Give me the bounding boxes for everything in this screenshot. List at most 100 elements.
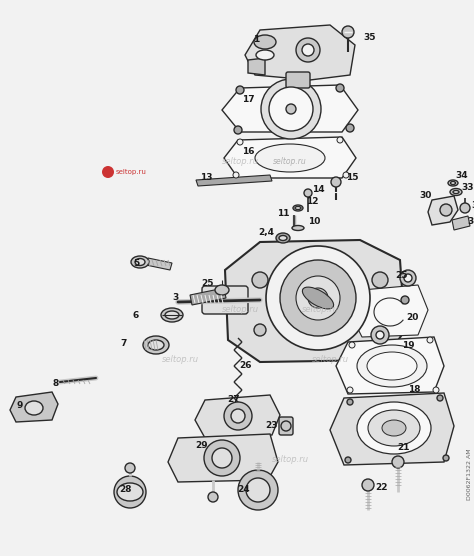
Circle shape xyxy=(261,79,321,139)
Text: 16: 16 xyxy=(242,147,254,156)
Text: 8: 8 xyxy=(53,380,59,389)
Circle shape xyxy=(302,44,314,56)
Circle shape xyxy=(296,276,340,320)
Circle shape xyxy=(336,84,344,92)
Circle shape xyxy=(437,395,443,401)
Circle shape xyxy=(125,463,135,473)
Circle shape xyxy=(224,402,252,430)
Text: 3: 3 xyxy=(173,294,179,302)
Polygon shape xyxy=(168,434,278,482)
Circle shape xyxy=(346,124,354,132)
Text: 17: 17 xyxy=(242,96,255,105)
Circle shape xyxy=(237,139,243,145)
Circle shape xyxy=(331,177,341,187)
Text: 2,4: 2,4 xyxy=(258,227,274,236)
Ellipse shape xyxy=(279,236,287,241)
Text: 18: 18 xyxy=(408,385,420,395)
Ellipse shape xyxy=(143,336,169,354)
Circle shape xyxy=(371,326,389,344)
Text: 31: 31 xyxy=(468,217,474,226)
Text: 28: 28 xyxy=(120,485,132,494)
Circle shape xyxy=(401,296,409,304)
Text: 24: 24 xyxy=(237,485,250,494)
Text: seltop.ru: seltop.ru xyxy=(162,355,199,365)
Circle shape xyxy=(204,440,240,476)
Text: D0062F1322 AM: D0062F1322 AM xyxy=(467,448,472,500)
Circle shape xyxy=(231,409,245,423)
Circle shape xyxy=(252,272,268,288)
Circle shape xyxy=(281,421,291,431)
Circle shape xyxy=(254,324,266,336)
Text: seltop.ru: seltop.ru xyxy=(311,355,348,365)
Circle shape xyxy=(347,387,353,393)
Circle shape xyxy=(372,272,388,288)
Text: 14: 14 xyxy=(312,186,324,195)
Circle shape xyxy=(349,342,355,348)
Ellipse shape xyxy=(295,206,301,210)
FancyBboxPatch shape xyxy=(286,72,310,88)
Text: 32: 32 xyxy=(472,201,474,211)
Circle shape xyxy=(296,38,320,62)
Text: 30: 30 xyxy=(420,191,432,201)
Ellipse shape xyxy=(25,401,43,415)
Ellipse shape xyxy=(165,311,179,319)
Ellipse shape xyxy=(450,181,456,185)
Circle shape xyxy=(114,476,146,508)
Circle shape xyxy=(460,203,470,213)
Text: 20: 20 xyxy=(406,314,418,322)
Circle shape xyxy=(238,470,278,510)
Polygon shape xyxy=(248,58,265,75)
FancyBboxPatch shape xyxy=(202,286,248,314)
Ellipse shape xyxy=(357,402,431,454)
Ellipse shape xyxy=(292,226,304,231)
Text: 29: 29 xyxy=(196,441,208,450)
Circle shape xyxy=(236,86,244,94)
Circle shape xyxy=(286,104,296,114)
Text: seltop.ru: seltop.ru xyxy=(272,455,309,464)
Circle shape xyxy=(212,448,232,468)
Circle shape xyxy=(269,87,313,131)
Text: 5: 5 xyxy=(133,260,139,269)
Circle shape xyxy=(433,387,439,393)
Circle shape xyxy=(343,172,349,178)
Ellipse shape xyxy=(215,285,229,295)
Text: 12: 12 xyxy=(306,197,318,206)
Text: seltop.ru: seltop.ru xyxy=(221,157,258,166)
Circle shape xyxy=(234,126,242,134)
Text: seltop.ru: seltop.ru xyxy=(273,157,307,166)
Text: 6: 6 xyxy=(133,311,139,320)
Circle shape xyxy=(347,399,353,405)
Text: 1: 1 xyxy=(253,36,259,44)
Ellipse shape xyxy=(276,233,290,243)
Ellipse shape xyxy=(453,191,459,193)
Circle shape xyxy=(440,204,452,216)
Polygon shape xyxy=(245,25,355,80)
Polygon shape xyxy=(336,337,444,394)
Circle shape xyxy=(400,270,416,286)
Polygon shape xyxy=(146,258,172,270)
Circle shape xyxy=(308,288,328,308)
Circle shape xyxy=(362,479,374,491)
Text: 27: 27 xyxy=(228,395,240,405)
FancyBboxPatch shape xyxy=(279,417,293,435)
Ellipse shape xyxy=(135,259,145,266)
Ellipse shape xyxy=(117,483,143,501)
Polygon shape xyxy=(350,285,428,337)
Circle shape xyxy=(443,455,449,461)
Polygon shape xyxy=(224,137,356,178)
Polygon shape xyxy=(428,196,458,225)
Polygon shape xyxy=(196,175,272,186)
Text: 7: 7 xyxy=(121,340,127,349)
Circle shape xyxy=(233,172,239,178)
Circle shape xyxy=(427,337,433,343)
Ellipse shape xyxy=(368,410,420,446)
Polygon shape xyxy=(10,392,58,422)
Ellipse shape xyxy=(254,35,276,49)
Ellipse shape xyxy=(448,180,458,186)
Ellipse shape xyxy=(161,308,183,322)
Circle shape xyxy=(337,137,343,143)
Text: 33: 33 xyxy=(462,183,474,192)
Text: 11: 11 xyxy=(277,208,289,217)
Text: seltop.ru: seltop.ru xyxy=(301,305,338,315)
Text: 15: 15 xyxy=(346,173,358,182)
